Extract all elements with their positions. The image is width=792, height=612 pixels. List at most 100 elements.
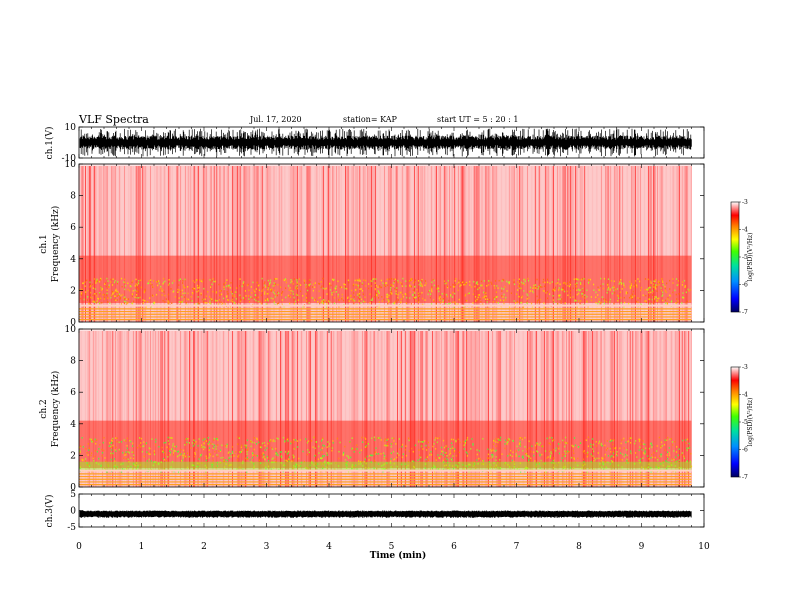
psd-speckle [666,298,668,300]
psd-speckle [130,457,132,459]
psd-speckle [620,442,622,445]
psd-speckle [185,438,187,441]
psd-speckle [84,281,86,283]
psd-speckle [143,291,145,294]
psd-speckle [109,442,111,444]
psd-speckle [676,298,678,300]
psd-speckle [609,447,611,450]
psd-speckle [314,460,316,462]
psd-speckle [358,463,360,465]
psd-speckle [270,440,272,443]
psd-speckle [99,293,101,295]
psd-speckle [339,441,341,444]
psd-speckle [110,442,112,445]
psd-speckle [565,452,567,455]
psd-speckle [307,440,310,442]
psd-speckle [124,297,126,300]
psd-speckle [263,442,265,444]
psd-speckle [420,284,422,287]
psd-speckle [528,459,530,462]
psd-speckle [405,445,407,447]
psd-speckle [590,453,592,456]
y-tick-label: 10 [65,123,77,133]
psd-speckle [223,288,225,291]
psd-speckle [103,293,105,296]
psd-speckle [410,279,412,282]
psd-speckle [481,463,483,465]
psd-speckle [633,285,635,288]
psd-speckle [607,278,610,280]
psd-speckle [347,455,349,458]
psd-speckle [180,294,182,297]
psd-speckle [324,460,326,462]
psd-speckle [172,451,175,454]
psd-speckle [209,296,211,298]
psd-speckle [289,287,291,289]
psd-speckle [186,303,188,306]
psd-speckle [326,452,328,454]
psd-speckle [444,451,446,454]
psd-speckle [156,462,158,465]
psd-speckle [87,289,89,292]
psd-speckle [187,298,190,301]
psd-speckle [354,448,357,450]
psd-speckle [274,296,276,298]
psd-speckle [104,467,106,470]
psd-speckle [202,278,204,281]
psd-speckle [533,451,535,454]
psd-speckle [270,468,272,471]
psd-speckle [588,282,590,285]
psd-speckle [255,454,257,457]
psd-speckle [599,462,601,465]
psd-speckle [256,455,258,457]
psd-speckle [368,459,370,461]
psd-speckle [643,452,645,454]
y-tick-label: 8 [70,357,76,367]
psd-speckle [473,280,475,283]
psd-speckle [504,299,507,301]
psd-speckle [293,455,295,458]
psd-speckle [205,459,207,462]
psd-speckle [282,436,284,439]
psd-speckle [639,471,641,473]
psd-speckle [521,281,523,284]
psd-speckle [651,446,653,448]
psd-speckle [360,463,362,465]
psd-speckle [632,296,634,298]
psd-speckle [303,279,305,281]
psd-speckle [454,301,456,303]
psd-speckle [224,445,226,447]
psd-speckle [209,279,211,281]
psd-speckle [494,450,496,453]
psd-speckle [625,441,627,444]
psd-speckle [145,442,148,444]
psd-speckle [99,444,101,446]
psd-speckle [309,464,311,467]
psd-speckle [360,288,362,290]
psd-speckle [233,301,235,304]
psd-speckle [105,460,107,463]
psd-speckle [358,278,360,281]
psd-speckle [580,278,582,281]
psd-speckle [155,293,158,296]
psd-speckle [436,287,438,290]
psd-speckle [450,457,452,460]
ch1-colorbar-gradient [730,201,740,313]
psd-speckle [252,281,254,284]
psd-speckle [238,437,240,439]
psd-speckle [602,458,604,460]
psd-speckle [506,441,508,444]
psd-speckle [289,296,291,298]
psd-speckle [544,471,546,473]
psd-speckle [228,457,230,459]
psd-speckle [126,302,128,305]
psd-speckle [392,285,394,287]
psd-speckle [206,457,208,460]
psd-speckle [132,451,135,454]
psd-speckle [607,455,609,457]
psd-speckle [370,454,372,456]
psd-speckle [162,450,164,452]
psd-speckle [566,290,568,293]
psd-speckle [332,279,334,282]
psd-speckle [180,453,182,455]
